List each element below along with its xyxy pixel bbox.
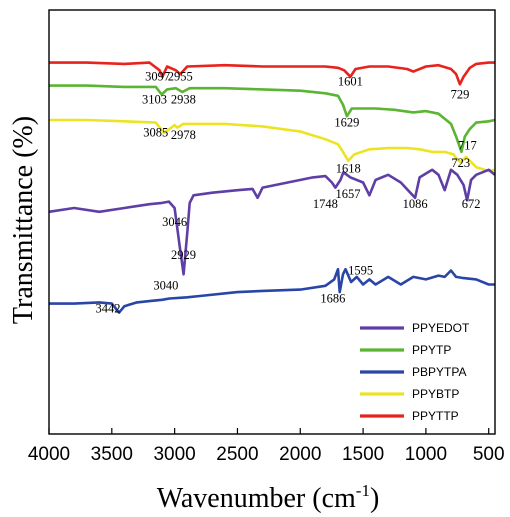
series-line-ppytp bbox=[49, 84, 496, 154]
peak-label: 723 bbox=[451, 156, 470, 170]
legend-label-pbpytpa: PBPYTPA bbox=[412, 365, 466, 379]
peak-label: 2929 bbox=[171, 248, 196, 262]
peak-label: 1629 bbox=[334, 115, 359, 129]
peak-label: 2938 bbox=[171, 92, 196, 106]
x-tick-label: 3000 bbox=[153, 444, 195, 465]
peak-label: 1686 bbox=[320, 291, 345, 305]
peak-label: 672 bbox=[462, 197, 481, 211]
x-tick-label: 4000 bbox=[28, 444, 70, 465]
x-tick-label: 3500 bbox=[91, 444, 133, 465]
x-tick-label: 2500 bbox=[216, 444, 258, 465]
peak-label: 3085 bbox=[143, 126, 168, 140]
series-layer bbox=[48, 61, 496, 314]
peak-label: 3442 bbox=[96, 302, 121, 316]
legend: PPYEDOT PPYTP PBPYTPA PPYBTP PPYTTP bbox=[360, 321, 470, 423]
x-axis-title: Wavenumber (cm-1) bbox=[157, 481, 380, 514]
series-line-ppyedot bbox=[48, 168, 496, 276]
legend-label-ppybtp: PPYBTP bbox=[412, 387, 459, 401]
x-ticks: 4000 3500 3000 2500 2000 1500 1000 500 bbox=[28, 428, 505, 465]
peak-label: 3103 bbox=[142, 92, 167, 106]
peak-label: 3097 bbox=[145, 70, 170, 84]
legend-label-ppytp: PPYTP bbox=[412, 343, 451, 357]
peak-label: 717 bbox=[458, 138, 477, 152]
peak-label: 3046 bbox=[162, 215, 187, 229]
peak-label: 3040 bbox=[153, 279, 178, 293]
x-tick-label: 1500 bbox=[342, 444, 384, 465]
y-axis-title: Transmittance (%) bbox=[8, 116, 39, 324]
peak-label: 729 bbox=[451, 87, 470, 101]
x-tick-label: 1000 bbox=[405, 444, 447, 465]
peak-label: 1601 bbox=[338, 75, 363, 89]
x-tick-label: 2000 bbox=[279, 444, 321, 465]
legend-label-ppyttp: PPYTTP bbox=[412, 409, 459, 423]
peak-label: 1086 bbox=[403, 197, 428, 211]
peak-label: 1618 bbox=[336, 161, 361, 175]
series-line-ppybtp bbox=[49, 118, 496, 173]
series-line-ppyttp bbox=[49, 61, 495, 86]
peak-label: 2955 bbox=[168, 70, 193, 84]
peak-label: 2978 bbox=[171, 128, 196, 142]
legend-label-ppyedot: PPYEDOT bbox=[412, 321, 470, 335]
peak-label: 1748 bbox=[313, 197, 338, 211]
series-line-pbpytpa bbox=[49, 267, 495, 314]
peak-label: 1657 bbox=[336, 187, 361, 201]
x-tick-label: 500 bbox=[473, 444, 505, 465]
plot-frame bbox=[48, 9, 496, 435]
peak-label: 1595 bbox=[348, 263, 373, 277]
